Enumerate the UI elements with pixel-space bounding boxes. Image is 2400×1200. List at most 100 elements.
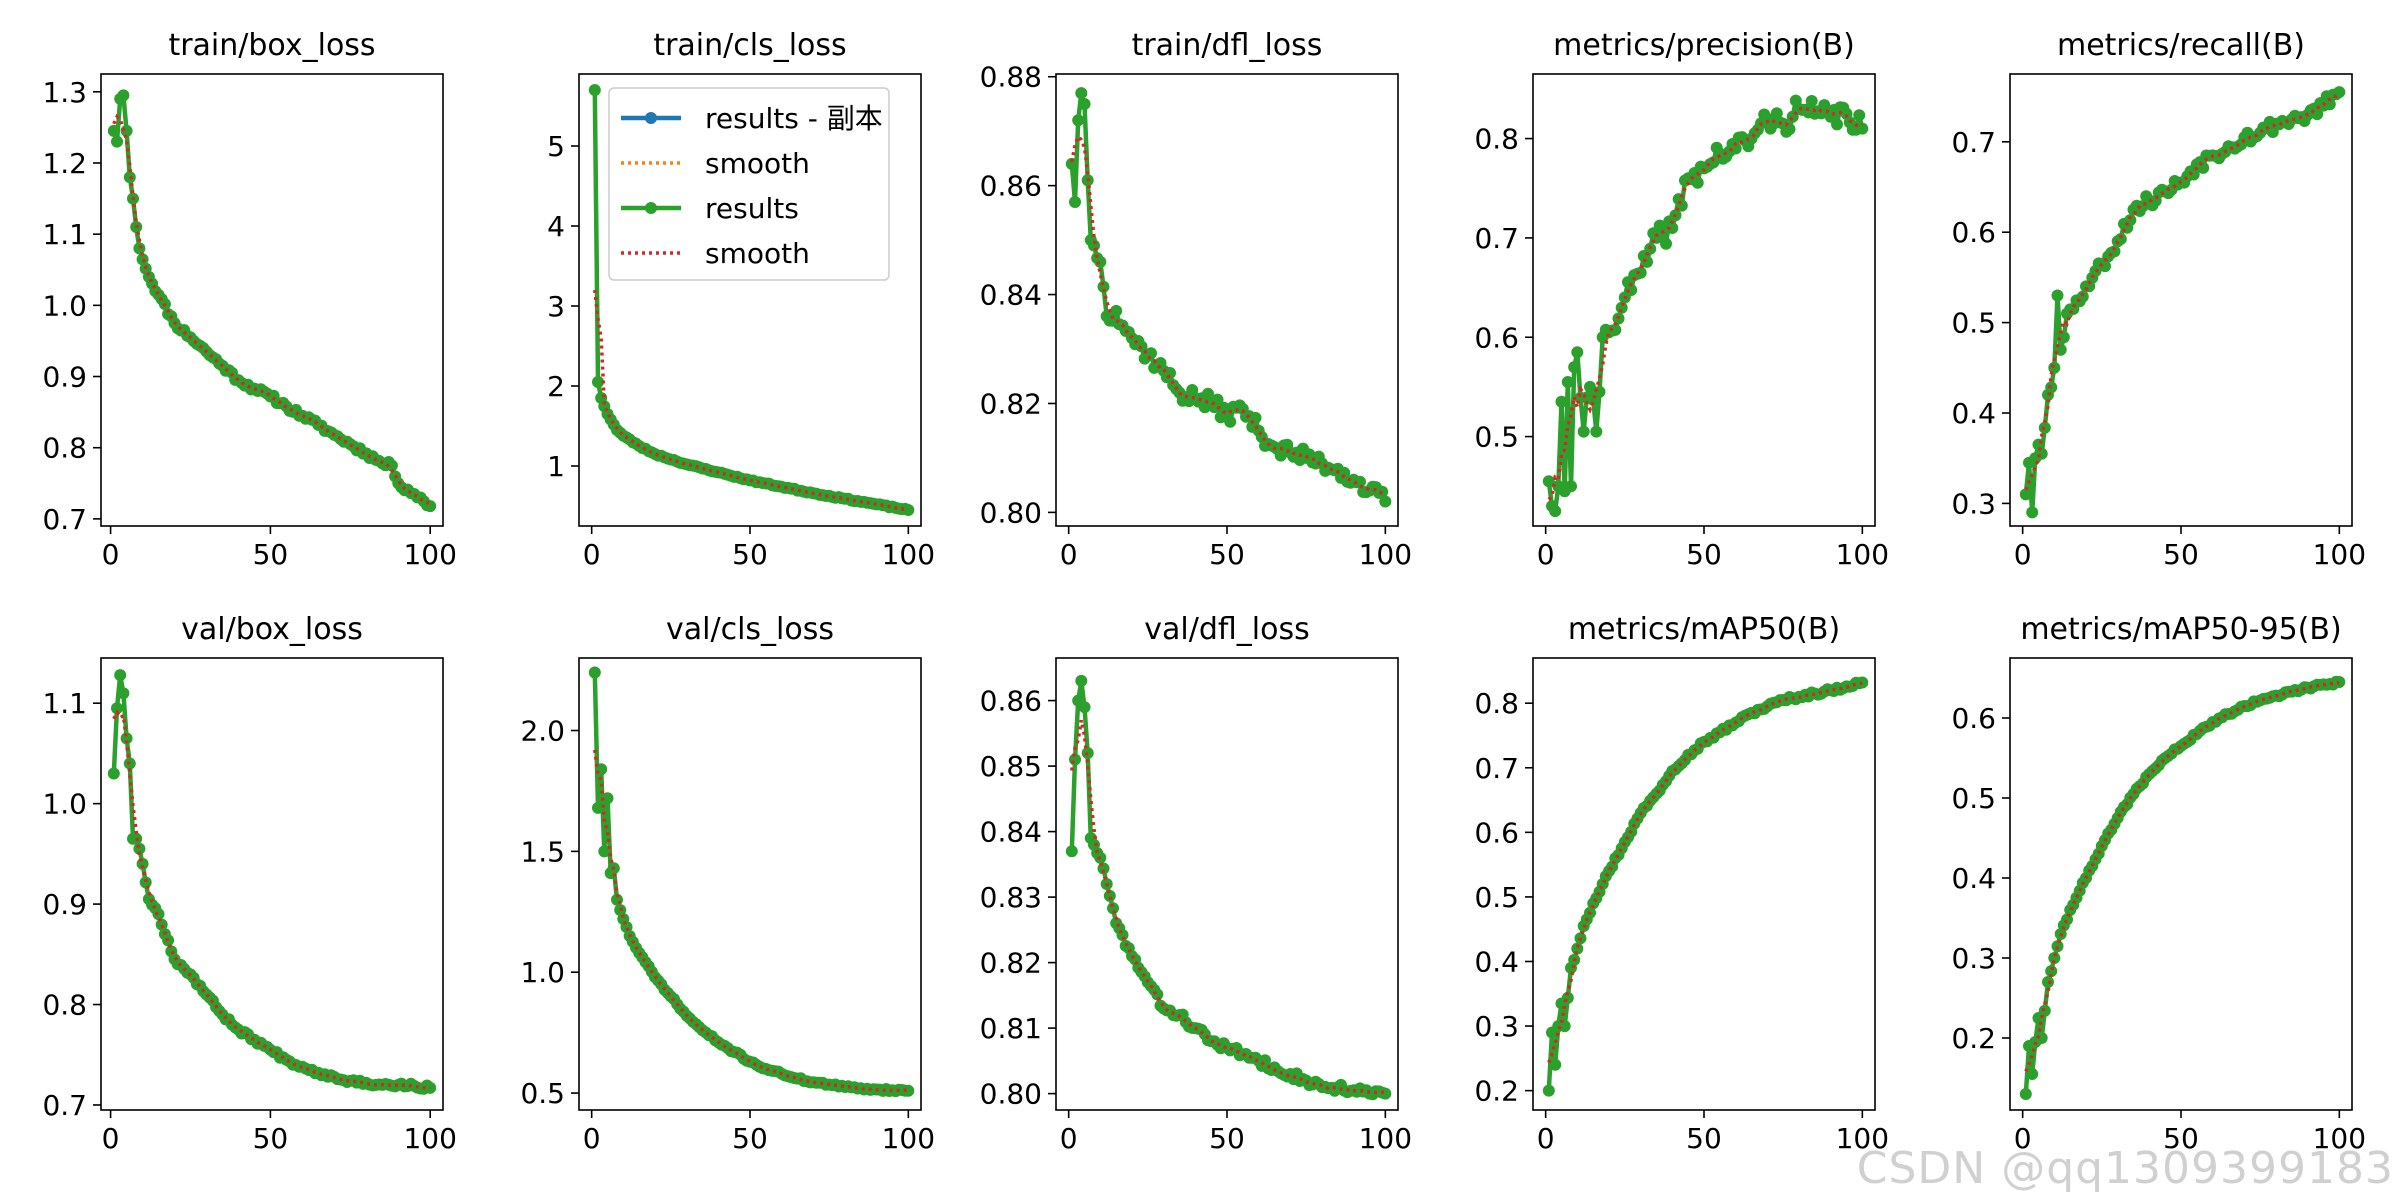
results-point — [1571, 942, 1584, 955]
subplot-metrics-precision: metrics/precision(B) 0 50 100 0.5 0.6 0.7 0.8 — [1474, 28, 1889, 571]
y-tick-label: 0.6 — [1474, 816, 1519, 849]
plot-area — [588, 666, 915, 1098]
results-point — [2051, 940, 2064, 953]
results-point — [1634, 266, 1647, 279]
y-tick-label: 0.9 — [42, 361, 87, 394]
results-point — [1145, 347, 1157, 360]
results-point — [598, 845, 611, 858]
results-point — [1069, 196, 1081, 208]
results-point — [1615, 301, 1628, 314]
results-point — [1078, 701, 1091, 714]
y-tick-label: 2.0 — [520, 715, 565, 748]
x-tick-label: 100 — [882, 538, 935, 571]
subplot-title: val/cls_loss — [666, 612, 834, 647]
y-tick-label: 2 — [547, 370, 565, 403]
results-point — [1590, 425, 1603, 438]
plot-area — [1065, 87, 1392, 508]
x-tick-label: 100 — [403, 1122, 456, 1155]
y-tick-label: 1.5 — [520, 835, 565, 868]
y-tick-label: 1.0 — [42, 289, 87, 322]
results-point — [2099, 260, 2111, 273]
results-point — [2045, 965, 2058, 978]
results-point — [592, 376, 604, 388]
subplot-train-dfl-loss: train/dfl_loss 0 50 100 0.80 0.82 0.84 0.86 0.88 — [980, 28, 1412, 571]
x-tick-label: 50 — [253, 1122, 289, 1155]
results-point — [133, 842, 146, 855]
results-point — [1831, 118, 1843, 131]
legend-label: smooth — [705, 237, 810, 270]
y-tick-label: 0.2 — [1474, 1075, 1519, 1108]
x-tick-label: 0 — [1537, 1122, 1555, 1155]
plot-area — [2019, 86, 2346, 519]
subplot-title: metrics/mAP50-95(B) — [2020, 612, 2341, 647]
results-point — [107, 124, 120, 137]
y-tick-label: 0.6 — [1951, 702, 1996, 735]
results-point — [902, 1084, 915, 1097]
y-tick-label: 0.9 — [42, 888, 87, 921]
results-point — [2048, 952, 2061, 964]
results-point — [1584, 380, 1596, 393]
x-tick-label: 50 — [1209, 538, 1245, 571]
x-tick-label: 0 — [2014, 1122, 2032, 1155]
y-tick-label: 0.7 — [1474, 222, 1519, 255]
x-tick-label: 0 — [1060, 538, 1078, 571]
y-tick-label: 1.1 — [42, 687, 87, 720]
y-tick-label: 0.84 — [980, 816, 1042, 849]
y-tick-label: 0.81 — [980, 1012, 1042, 1045]
y-tick-label: 0.5 — [1474, 881, 1519, 914]
results-point — [1571, 346, 1584, 359]
smooth-line — [2024, 92, 2341, 491]
y-tick-label: 1 — [547, 450, 565, 483]
y-tick-label: 1.0 — [520, 956, 565, 989]
y-tick-label: 0.8 — [1474, 123, 1519, 156]
subplot-train-box-loss: train/box_loss 0 50 100 0.7 0.8 0.9 1.0 1.1 1.2 1.… — [42, 28, 456, 571]
x-tick-label: 50 — [2163, 538, 2199, 571]
legend-item: smooth — [621, 147, 810, 180]
results-point — [139, 876, 152, 889]
results-point — [1065, 845, 1078, 858]
results-point — [592, 801, 604, 814]
x-tick-label: 50 — [253, 538, 289, 571]
results-point — [1856, 676, 1869, 689]
results-point — [1224, 415, 1237, 428]
x-tick-label: 50 — [2163, 1122, 2199, 1155]
x-tick-label: 0 — [102, 1122, 120, 1155]
results-point — [1097, 280, 1110, 293]
y-tick-label: 0.82 — [980, 947, 1042, 980]
y-tick-label: 0.6 — [1951, 216, 1996, 249]
plot-area — [1542, 94, 1869, 518]
results-point — [1805, 95, 1818, 107]
results-point — [1561, 376, 1574, 388]
subplot-val-cls-loss: val/cls_loss 0 50 100 0.5 1.0 1.5 2.0 — [520, 612, 935, 1155]
results-point — [902, 504, 915, 516]
axes-frame — [100, 73, 444, 527]
legend-item: results — [621, 192, 799, 225]
results-point — [117, 687, 130, 700]
results-point — [1135, 340, 1148, 353]
axes-frame — [100, 657, 444, 1111]
results-point — [1770, 107, 1783, 120]
axes-frame — [2009, 657, 2353, 1111]
x-tick-label: 0 — [583, 1122, 601, 1155]
y-tick-label: 0.86 — [980, 170, 1042, 203]
y-tick-label: 0.7 — [1474, 752, 1519, 785]
results-point — [2061, 913, 2073, 926]
legend-box — [608, 87, 890, 281]
results-point — [2051, 289, 2064, 302]
y-tick-label: 1.3 — [42, 76, 87, 109]
y-tick-label: 0.8 — [42, 989, 87, 1022]
x-tick-label: 0 — [2014, 538, 2032, 571]
x-tick-label: 100 — [2313, 538, 2366, 571]
y-tick-label: 0.7 — [42, 503, 87, 536]
results-point — [2333, 86, 2346, 99]
y-tick-label: 0.83 — [980, 881, 1042, 914]
results-point — [385, 459, 398, 472]
subplot-metrics-map50-95: metrics/mAP50-95(B) 0 50 100 0.2 0.3 0.4 0.5 0.6 — [1951, 612, 2366, 1155]
subplot-metrics-map50: metrics/mAP50(B) 0 50 100 0.2 0.3 0.4 0.5 0.6 0.7… — [1474, 612, 1889, 1155]
results-line — [1069, 90, 1388, 503]
results-point — [1379, 495, 1392, 508]
subplot-metrics-recall: metrics/recall(B) 0 50 100 0.3 0.4 0.5 0.6 0.7 — [1951, 28, 2366, 571]
legend-item: smooth — [621, 237, 810, 270]
axes-frame — [1532, 657, 1876, 1111]
subplot-title: metrics/precision(B) — [1553, 28, 1855, 63]
